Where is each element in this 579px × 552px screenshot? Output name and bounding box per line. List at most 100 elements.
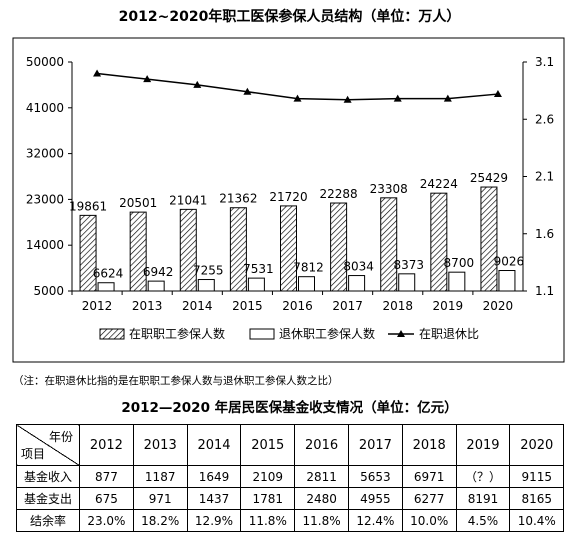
table-cell: 5653 bbox=[347, 465, 403, 488]
bar-working-label: 19861 bbox=[69, 199, 107, 213]
table-title: 2012—2020 年居民医保基金收支情况（单位：亿元） bbox=[121, 400, 458, 416]
bar-working-label: 24224 bbox=[420, 177, 458, 191]
table-cell: 971 bbox=[132, 487, 188, 510]
bar-working bbox=[179, 208, 197, 292]
ratio-point bbox=[493, 90, 502, 98]
table-corner-cell: 年份 项目 bbox=[16, 424, 80, 466]
table-row: 结余率 23.0% 18.2% 12.9% 11.8% 11.8% 12.4% 10.0% 4.… bbox=[16, 509, 565, 532]
table-cell: 1781 bbox=[240, 487, 296, 510]
bar-retired bbox=[448, 271, 466, 292]
bar-working bbox=[430, 192, 448, 292]
table-cell: 675 bbox=[79, 487, 134, 510]
fund-table: 年份 项目 2012 2013 2014 2015 2016 2017 2018 2019 2020… bbox=[16, 424, 565, 532]
table-cell: 2811 bbox=[294, 465, 349, 488]
bar-working bbox=[480, 186, 498, 292]
table-year-header: 2015 bbox=[240, 424, 296, 466]
bar-working-label: 22288 bbox=[320, 187, 358, 201]
table-cell: 2109 bbox=[240, 465, 296, 488]
table-row: 基金收入 877 1187 1649 2109 2811 5653 6971 （？） 9115 bbox=[16, 465, 565, 488]
table-cell: 11.8% bbox=[240, 509, 296, 532]
right-tick-label: 3.1 bbox=[535, 55, 554, 69]
right-tick-label: 2.1 bbox=[535, 170, 554, 184]
table-cell: 4.5% bbox=[455, 509, 511, 532]
ratio-point bbox=[143, 75, 152, 83]
table-cell: 2480 bbox=[294, 487, 349, 510]
chart-frame bbox=[12, 37, 565, 363]
bar-retired-label: 9026 bbox=[494, 255, 525, 269]
x-tick-label: 2019 bbox=[433, 299, 464, 313]
table-cell: 1649 bbox=[186, 465, 242, 488]
chart-title: 2012~2020年职工医保参保人员结构（单位：万人） bbox=[118, 9, 461, 25]
table-year-header: 2012 bbox=[79, 424, 134, 466]
bar-working bbox=[380, 197, 398, 292]
table-cell: 6971 bbox=[401, 465, 457, 488]
table-cell: 6277 bbox=[401, 487, 457, 510]
bar-working bbox=[129, 211, 147, 292]
bar-retired bbox=[498, 270, 516, 292]
table-cell: 12.4% bbox=[347, 509, 403, 532]
legend-label-working: 在职职工参保人数 bbox=[129, 326, 225, 341]
ratio-point bbox=[93, 69, 102, 77]
bar-working-label: 25429 bbox=[470, 171, 508, 185]
bar-retired-label: 6942 bbox=[143, 265, 174, 279]
legend-swatch-working bbox=[99, 328, 125, 340]
x-tick-label: 2016 bbox=[282, 299, 313, 313]
ratio-point bbox=[243, 87, 252, 95]
bar-retired-label: 8034 bbox=[343, 260, 374, 274]
table-cell: 23.0% bbox=[79, 509, 134, 532]
bar-retired bbox=[247, 277, 265, 292]
ratio-point bbox=[343, 95, 352, 103]
legend-swatch-retired bbox=[249, 328, 275, 340]
bar-retired bbox=[298, 276, 315, 292]
ratio-point bbox=[293, 94, 302, 102]
bar-working bbox=[229, 207, 247, 292]
table-year-header: 2016 bbox=[294, 424, 349, 466]
bar-working bbox=[79, 214, 97, 292]
table-cell: 18.2% bbox=[132, 509, 188, 532]
bar-retired-label: 8700 bbox=[444, 256, 475, 270]
bar-retired bbox=[348, 275, 366, 292]
x-tick-label: 2015 bbox=[232, 299, 263, 313]
bar-working-label: 23308 bbox=[370, 182, 408, 196]
bar-retired bbox=[147, 280, 165, 292]
left-tick-label: 41000 bbox=[26, 101, 64, 115]
legend-swatch-ratio-marker bbox=[397, 330, 405, 337]
table-cell: 4955 bbox=[347, 487, 403, 510]
x-tick-label: 2012 bbox=[82, 299, 113, 313]
bar-retired bbox=[398, 273, 416, 292]
left-tick-label: 50000 bbox=[26, 55, 64, 69]
left-tick-label: 23000 bbox=[26, 192, 64, 206]
table-year-header: 2019 bbox=[455, 424, 511, 466]
table-cell: 1187 bbox=[132, 465, 188, 488]
table-year-header: 2020 bbox=[509, 424, 565, 466]
left-tick-label: 5000 bbox=[33, 284, 64, 298]
right-tick-label: 1.6 bbox=[535, 227, 554, 241]
table-cell: 9115 bbox=[509, 465, 565, 488]
table-year-header: 2013 bbox=[132, 424, 188, 466]
bar-working bbox=[280, 205, 297, 292]
table-cell: 10.4% bbox=[509, 509, 565, 532]
bar-retired bbox=[197, 279, 215, 292]
bar-retired-label: 8373 bbox=[393, 258, 424, 272]
x-tick-label: 2020 bbox=[483, 299, 514, 313]
table-row: 基金支出 675 971 1437 1781 2480 4955 6277 8191 8165 bbox=[16, 487, 565, 510]
table-cell: 8191 bbox=[455, 487, 511, 510]
bar-retired-label: 7531 bbox=[243, 262, 274, 276]
table-cell: 10.0% bbox=[401, 509, 457, 532]
combo-chart: 5000 14000 23000 32000 41000 50000 1.1 1.6 2.1 2.… bbox=[12, 37, 565, 363]
bar-working-label: 21362 bbox=[219, 192, 257, 206]
bar-retired-label: 6624 bbox=[93, 267, 124, 281]
legend-label-ratio: 在职退休比 bbox=[419, 327, 479, 341]
x-tick-label: 2014 bbox=[182, 299, 213, 313]
bar-retired bbox=[97, 282, 115, 292]
corner-label-item: 项目 bbox=[21, 447, 46, 461]
table-cell: 877 bbox=[79, 465, 134, 488]
bar-working-label: 21720 bbox=[269, 190, 307, 204]
table-cell: （？） bbox=[455, 465, 511, 488]
table-header-row: 年份 项目 2012 2013 2014 2015 2016 2017 2018 2019 2020 bbox=[16, 424, 565, 466]
x-tick-label: 2013 bbox=[132, 299, 163, 313]
ratio-point bbox=[193, 80, 202, 88]
right-tick-label: 1.1 bbox=[535, 284, 554, 298]
left-tick-label: 32000 bbox=[26, 147, 64, 161]
legend-label-retired: 退休职工参保人数 bbox=[279, 326, 375, 341]
